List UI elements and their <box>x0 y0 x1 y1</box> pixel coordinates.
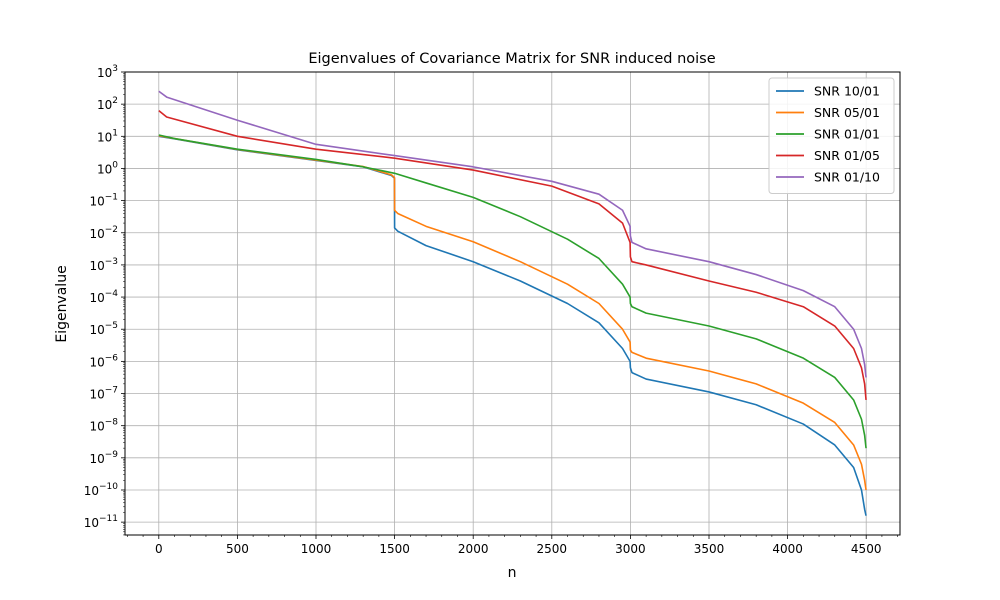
y-tick-label: 100 <box>97 160 118 176</box>
x-tick-label: 2500 <box>537 542 568 556</box>
legend-label: SNR 01/05 <box>814 148 880 163</box>
x-tick-label: 1500 <box>379 542 410 556</box>
legend-label: SNR 01/10 <box>814 170 880 185</box>
y-tick-label: 10−8 <box>89 418 118 434</box>
x-axis-label: n <box>508 565 517 581</box>
series-lines <box>158 90 867 516</box>
y-tick-label: 10−5 <box>89 321 118 337</box>
y-tick-label: 103 <box>97 64 118 80</box>
y-tick-label: 10−7 <box>89 386 118 402</box>
y-tick-label: 10−9 <box>89 450 118 466</box>
y-tick-label: 10−1 <box>89 193 118 209</box>
x-tick-label: 4000 <box>772 542 803 556</box>
series-line <box>158 90 867 378</box>
series-line <box>158 135 867 516</box>
y-axis-label: Eigenvalue <box>54 265 70 342</box>
series-line <box>158 109 867 401</box>
x-tick-label: 4500 <box>851 542 882 556</box>
y-tick-label: 101 <box>97 128 118 144</box>
chart-title: Eigenvalues of Covariance Matrix for SNR… <box>308 51 715 67</box>
y-tick-label: 102 <box>97 96 118 112</box>
y-tick-label: 10−2 <box>89 225 118 241</box>
y-tick-label: 10−3 <box>89 257 118 273</box>
x-tick-label: 3000 <box>615 542 646 556</box>
legend-label: SNR 10/01 <box>814 84 880 99</box>
legend-label: SNR 05/01 <box>814 105 880 120</box>
legend-box <box>768 77 895 194</box>
x-tick-label: 1000 <box>301 542 332 556</box>
y-axis: 10−11 10−10 10−9 10−8 10−7 10−6 10−5 10−4 10−3 10… <box>84 64 125 536</box>
series-line <box>158 134 867 449</box>
x-axis: 0 500 1000 1500 2000 2500 3000 3500 4000 4500 <box>127 535 898 556</box>
legend: SNR 10/01 SNR 05/01 SNR 01/01 SNR 01/05 SNR … <box>768 77 895 194</box>
y-tick-label: 10−4 <box>89 289 118 305</box>
y-tick-label: 10−6 <box>89 353 118 369</box>
x-tick-label: 0 <box>155 542 163 556</box>
legend-label: SNR 01/01 <box>814 127 880 142</box>
y-tick-label: 10−10 <box>84 482 119 498</box>
x-tick-label: 2000 <box>458 542 489 556</box>
x-tick-label: 500 <box>226 542 249 556</box>
series-line <box>158 134 867 491</box>
x-tick-label: 3500 <box>694 542 725 556</box>
plot-frame <box>124 71 901 536</box>
y-tick-label: 10−11 <box>84 514 118 530</box>
